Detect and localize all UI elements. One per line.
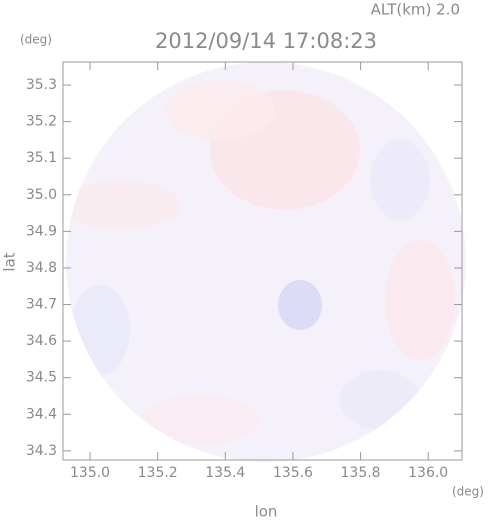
x-tick-label: 136.0 (408, 465, 448, 481)
x-tick-label: 135.0 (70, 465, 110, 481)
x-unit: (deg) (452, 485, 484, 499)
altitude-label: ALT(km) 2.0 (371, 1, 460, 19)
echo-texture (66, 80, 455, 445)
y-tick-label: 34.3 (26, 443, 57, 459)
radar-disk (66, 62, 466, 462)
y-tick-label: 35.3 (26, 77, 57, 93)
x-axis-title: lon (255, 503, 278, 521)
y-tick-label: 35.0 (26, 187, 57, 203)
disk-background (66, 62, 466, 462)
y-tick-label: 34.6 (26, 333, 57, 349)
y-tick-label: 34.7 (26, 297, 57, 313)
y-axis-title: lat (1, 252, 19, 271)
y-tick-label: 35.1 (26, 150, 57, 166)
x-tick-label: 135.4 (205, 465, 245, 481)
x-tick-label: 135.8 (341, 465, 381, 481)
y-tick-label: 35.2 (26, 114, 57, 130)
plot-frame (62, 61, 463, 461)
y-tick-label: 34.4 (26, 406, 57, 422)
y-tick-label: 34.9 (26, 223, 57, 239)
x-tick-label: 135.6 (273, 465, 313, 481)
y-unit: (deg) (20, 33, 52, 47)
x-tick-label: 135.2 (138, 465, 178, 481)
y-tick-label: 34.8 (26, 260, 57, 276)
y-tick-label: 34.5 (26, 370, 57, 386)
chart-title: 2012/09/14 17:08:23 (155, 29, 377, 53)
